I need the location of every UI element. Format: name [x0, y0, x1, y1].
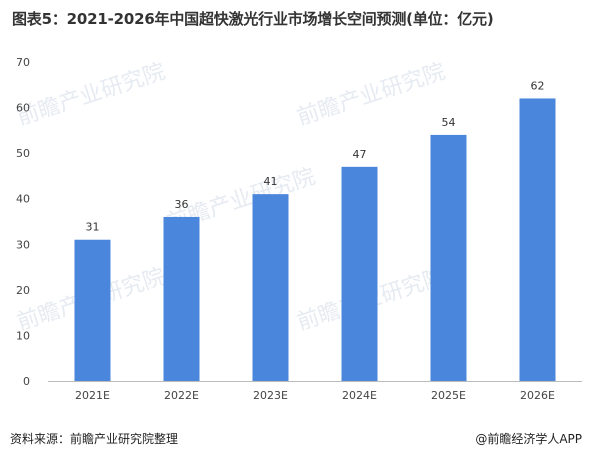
chart-title: 图表5：2021-2026年中国超快激光行业市场增长空间预测(单位：亿元)	[12, 10, 494, 28]
data-label: 54	[442, 116, 456, 129]
bar-chart: 前瞻产业研究院前瞻产业研究院前瞻产业研究院前瞻产业研究院前瞻产业研究院 0102…	[14, 56, 582, 402]
data-label: 36	[175, 198, 189, 211]
bar	[430, 134, 467, 381]
bar	[341, 166, 378, 381]
bar	[163, 216, 200, 381]
x-tick-label: 2026E	[520, 389, 555, 402]
footer: 资料来源：前瞻产业研究院整理 @前瞻经济学人APP	[0, 424, 590, 456]
brand-credit: @前瞻经济学人APP	[475, 432, 582, 446]
watermark-text: 前瞻产业研究院	[294, 59, 448, 130]
x-tick-label: 2023E	[253, 389, 288, 402]
y-tick-label: 30	[16, 238, 30, 251]
x-axis: 2021E 2022E 2023E 2024E 2025E 2026E	[75, 389, 555, 402]
data-label: 62	[531, 79, 545, 92]
x-tick-label: 2024E	[342, 389, 377, 402]
y-tick-label: 0	[23, 375, 30, 388]
watermark-text: 前瞻产业研究院	[14, 59, 168, 130]
y-tick-label: 60	[16, 102, 30, 115]
data-label: 31	[86, 221, 100, 234]
x-tick-label: 2022E	[164, 389, 199, 402]
data-label: 41	[264, 175, 278, 188]
y-tick-label: 40	[16, 193, 30, 206]
bar	[519, 98, 556, 381]
y-tick-label: 20	[16, 284, 30, 297]
y-tick-label: 10	[16, 329, 30, 342]
bar	[252, 194, 289, 381]
bar	[74, 239, 111, 381]
bars-group: 31 36 41 47 54 62	[74, 79, 556, 381]
y-tick-label: 70	[16, 56, 30, 69]
source-note: 资料来源：前瞻产业研究院整理	[10, 432, 179, 446]
y-tick-label: 50	[16, 147, 30, 160]
x-tick-label: 2021E	[75, 389, 110, 402]
x-tick-label: 2025E	[431, 389, 466, 402]
y-axis: 0 10 20 30 40 50 60 70	[16, 56, 30, 388]
data-label: 47	[353, 148, 367, 161]
